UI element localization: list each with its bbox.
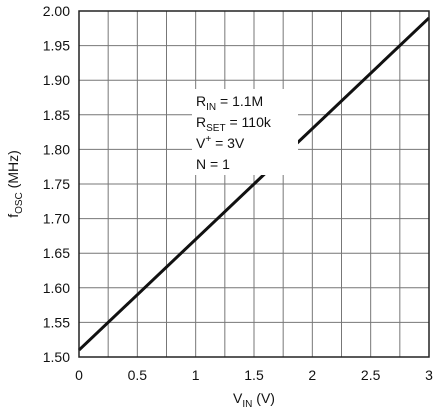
- label-main: V: [233, 390, 243, 406]
- y-tick-label: 2.00: [43, 3, 70, 19]
- label-subscript: IN: [242, 399, 252, 410]
- label-main: R: [196, 114, 206, 130]
- label-rest: = 3V: [211, 135, 245, 151]
- label-subscript: IN: [206, 102, 216, 113]
- y-tick-labels: 1.50 1.55 1.60 1.65 1.70 1.75 1.80 1.85 1.90 1.95…: [43, 3, 70, 365]
- annotation-line: RSET = 110k: [196, 114, 272, 134]
- x-tick-label: 0: [75, 367, 83, 383]
- label-main: N = 1: [196, 156, 230, 172]
- label-rest: = 1.1M: [216, 93, 263, 109]
- label-rest: (V): [252, 390, 275, 406]
- x-tick-label: 1: [192, 367, 200, 383]
- annotation-background: [192, 89, 298, 175]
- label-rest: (MHz): [5, 150, 21, 192]
- label-superscript: +: [205, 134, 211, 145]
- x-tick-label: 3: [425, 367, 433, 383]
- y-tick-label: 1.60: [43, 280, 70, 296]
- y-tick-label: 1.70: [43, 211, 70, 227]
- label-main: V: [196, 135, 206, 151]
- x-tick-label: 0.5: [128, 367, 148, 383]
- series-line: [77, 16, 431, 352]
- label-subscript: OSC: [14, 192, 25, 214]
- y-tick-label: 1.75: [43, 176, 70, 192]
- plot-frame: [78, 10, 430, 358]
- series-layer: [77, 16, 431, 352]
- x-tick-label: 2.5: [361, 367, 381, 383]
- y-axis-label: fOSC (MHz): [5, 150, 25, 218]
- label-subscript: SET: [206, 123, 225, 134]
- x-tick-label: 1.5: [244, 367, 264, 383]
- y-tick-label: 1.55: [43, 314, 70, 330]
- label-main: f: [5, 214, 21, 218]
- y-tick-label: 1.50: [43, 349, 70, 365]
- x-tick-label: 2: [308, 367, 316, 383]
- x-tick-labels: 0 0.5 1 1.5 2 2.5 3: [75, 367, 433, 383]
- y-tick-label: 1.80: [43, 141, 70, 157]
- annotation-line: RIN = 1.1M: [196, 93, 263, 113]
- y-tick-label: 1.95: [43, 38, 70, 54]
- x-axis-label: VIN (V): [233, 390, 275, 410]
- label-rest: = 110k: [226, 114, 272, 130]
- annotation-line: N = 1: [196, 156, 230, 172]
- y-tick-label: 1.90: [43, 72, 70, 88]
- y-tick-label: 1.85: [43, 107, 70, 123]
- label-main: R: [196, 93, 206, 109]
- annotation-line: V+ = 3V: [196, 134, 245, 151]
- y-tick-label: 1.65: [43, 245, 70, 261]
